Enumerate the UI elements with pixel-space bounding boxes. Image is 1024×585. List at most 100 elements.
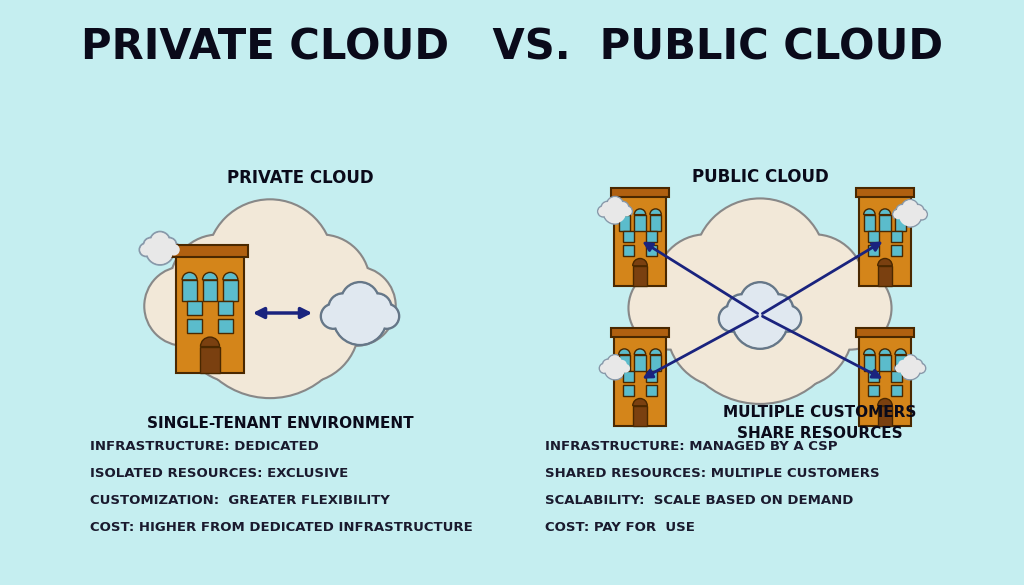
Circle shape xyxy=(911,205,924,216)
Circle shape xyxy=(765,235,863,335)
Circle shape xyxy=(322,304,346,329)
Wedge shape xyxy=(634,349,646,355)
Bar xyxy=(867,371,879,382)
Circle shape xyxy=(894,363,904,373)
Wedge shape xyxy=(895,209,906,215)
Wedge shape xyxy=(634,209,646,215)
Text: SHARED RESOURCES: MULTIPLE CUSTOMERS: SHARED RESOURCES: MULTIPLE CUSTOMERS xyxy=(545,467,880,480)
Bar xyxy=(891,384,902,395)
Circle shape xyxy=(900,359,920,379)
Circle shape xyxy=(622,364,630,373)
Circle shape xyxy=(607,355,623,370)
Circle shape xyxy=(171,236,265,330)
Circle shape xyxy=(341,283,379,321)
Bar xyxy=(182,280,197,301)
Circle shape xyxy=(602,202,613,214)
Wedge shape xyxy=(650,349,662,355)
Circle shape xyxy=(247,270,358,382)
Circle shape xyxy=(182,270,294,382)
Circle shape xyxy=(143,238,159,253)
Circle shape xyxy=(630,267,711,349)
Circle shape xyxy=(168,244,180,256)
Bar xyxy=(223,280,238,301)
Circle shape xyxy=(763,294,793,325)
Bar xyxy=(618,215,630,231)
Circle shape xyxy=(901,199,919,216)
Wedge shape xyxy=(895,349,906,355)
Circle shape xyxy=(605,359,625,379)
Circle shape xyxy=(896,205,908,217)
Circle shape xyxy=(810,267,891,349)
Circle shape xyxy=(720,307,744,331)
Circle shape xyxy=(317,267,394,345)
Bar xyxy=(201,346,219,373)
Circle shape xyxy=(776,307,800,331)
Bar xyxy=(623,231,634,242)
Circle shape xyxy=(330,295,356,321)
Bar xyxy=(633,406,647,426)
Wedge shape xyxy=(203,273,217,280)
Circle shape xyxy=(898,204,922,227)
Circle shape xyxy=(604,201,626,223)
Circle shape xyxy=(208,201,333,325)
Circle shape xyxy=(656,235,756,335)
Circle shape xyxy=(188,234,351,397)
Circle shape xyxy=(362,294,391,322)
Bar xyxy=(633,266,647,286)
Circle shape xyxy=(694,199,825,330)
Circle shape xyxy=(603,201,627,224)
Bar xyxy=(218,301,232,315)
Circle shape xyxy=(656,235,756,335)
Circle shape xyxy=(741,283,779,321)
Text: SINGLE-TENANT ENVIRONMENT: SINGLE-TENANT ENVIRONMENT xyxy=(146,415,414,431)
Text: PUBLIC CLOUD: PUBLIC CLOUD xyxy=(691,168,828,186)
Circle shape xyxy=(915,363,926,373)
Wedge shape xyxy=(633,398,647,406)
Bar xyxy=(646,371,657,382)
Bar xyxy=(891,371,902,382)
Circle shape xyxy=(897,359,909,371)
Circle shape xyxy=(188,233,351,397)
Wedge shape xyxy=(618,209,630,215)
Circle shape xyxy=(616,359,628,371)
Text: PRIVATE CLOUD   VS.  PUBLIC CLOUD: PRIVATE CLOUD VS. PUBLIC CLOUD xyxy=(81,27,943,69)
Circle shape xyxy=(334,291,387,345)
Wedge shape xyxy=(650,209,662,215)
Bar xyxy=(856,328,914,337)
Bar xyxy=(172,245,248,257)
Circle shape xyxy=(139,243,153,256)
Circle shape xyxy=(607,197,623,213)
Circle shape xyxy=(151,232,169,251)
Circle shape xyxy=(897,205,908,216)
Circle shape xyxy=(274,236,369,330)
Circle shape xyxy=(916,209,927,219)
Wedge shape xyxy=(863,349,876,355)
Bar xyxy=(650,355,662,371)
Bar xyxy=(634,355,646,371)
Bar xyxy=(623,245,634,256)
Bar xyxy=(634,215,646,231)
Bar xyxy=(863,215,876,231)
Circle shape xyxy=(146,237,174,265)
Bar xyxy=(614,194,666,286)
Bar xyxy=(878,406,892,426)
Bar xyxy=(187,319,202,333)
Circle shape xyxy=(600,364,608,373)
Circle shape xyxy=(911,360,922,370)
Circle shape xyxy=(604,359,626,380)
Bar xyxy=(880,215,891,231)
Circle shape xyxy=(603,360,613,370)
Circle shape xyxy=(622,207,632,216)
Bar xyxy=(867,231,879,242)
Circle shape xyxy=(598,207,608,216)
Bar xyxy=(176,253,244,373)
Circle shape xyxy=(733,294,787,347)
Circle shape xyxy=(893,209,903,219)
Circle shape xyxy=(694,199,825,330)
Bar xyxy=(859,334,911,426)
Bar xyxy=(880,355,891,371)
Circle shape xyxy=(916,209,927,220)
Bar xyxy=(187,301,202,315)
Circle shape xyxy=(144,239,158,252)
Wedge shape xyxy=(201,337,219,346)
